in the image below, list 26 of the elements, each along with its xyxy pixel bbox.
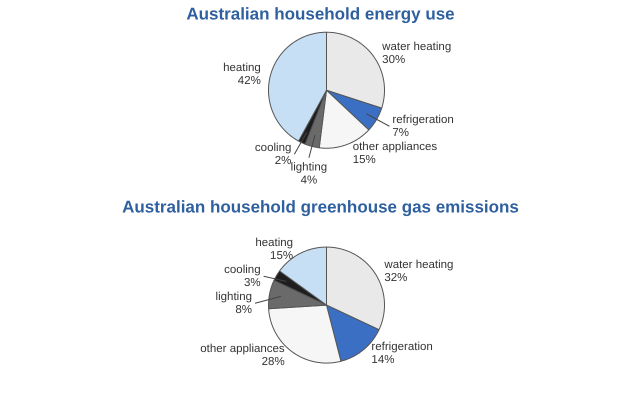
chart-title: Australian household energy use [186,4,455,24]
slice-label: heating [255,236,294,249]
data-label: 32% [384,272,408,284]
slice-label: refrigeration [371,340,433,353]
slice-label: lighting [290,161,328,174]
data-label: 4% [300,174,318,186]
slice-label: other appliances [352,140,438,153]
slice-label: other appliances [200,343,285,356]
data-label: 42% [238,75,261,88]
data-label: 7% [392,126,410,139]
data-label: 3% [244,276,261,289]
data-label: 2% [274,154,292,167]
data-label: 14% [371,354,394,366]
slice-label: cooling [254,142,292,154]
data-label: 28% [262,356,285,368]
slice-label: lighting [216,290,252,303]
slice-label: cooling [224,264,261,276]
slice-label: water heating [381,40,452,53]
data-label: 30% [382,54,406,66]
slice-label: water heating [383,259,454,272]
slice-label: heating [223,62,261,74]
data-label: 15% [352,154,376,166]
chart-title: Australian household greenhouse gas emissions [122,198,519,216]
slice-label: refrigeration [392,114,454,126]
data-label: 8% [235,304,252,316]
data-label: 15% [270,250,294,262]
